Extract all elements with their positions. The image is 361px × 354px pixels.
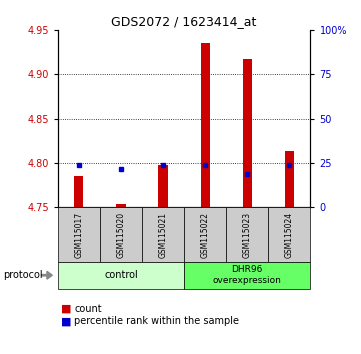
Text: ■: ■ [61, 304, 72, 314]
Bar [158, 166, 168, 207]
Text: GSM115024: GSM115024 [285, 211, 294, 258]
Text: GSM115017: GSM115017 [74, 211, 83, 258]
Text: GSM115020: GSM115020 [117, 211, 125, 258]
Text: GSM115021: GSM115021 [158, 212, 168, 257]
Text: percentile rank within the sample: percentile rank within the sample [74, 316, 239, 326]
Bar [200, 44, 210, 207]
Bar [74, 176, 83, 207]
Title: GDS2072 / 1623414_at: GDS2072 / 1623414_at [112, 15, 257, 28]
Text: protocol: protocol [4, 270, 43, 280]
Text: DHR96
overexpression: DHR96 overexpression [213, 265, 282, 285]
Text: GSM115023: GSM115023 [243, 211, 252, 258]
Bar [116, 204, 126, 207]
Text: count: count [74, 304, 102, 314]
Text: control: control [104, 270, 138, 280]
Bar [243, 59, 252, 207]
Bar [285, 152, 294, 207]
Text: GSM115022: GSM115022 [201, 212, 210, 257]
Text: ■: ■ [61, 316, 72, 326]
